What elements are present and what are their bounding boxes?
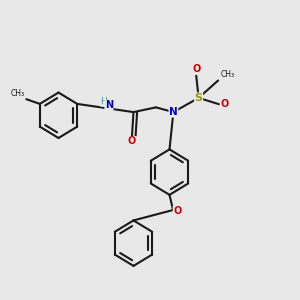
Text: N: N — [105, 100, 113, 110]
Text: O: O — [128, 136, 136, 146]
Text: O: O — [173, 206, 182, 216]
Text: CH₃: CH₃ — [220, 70, 235, 79]
Text: S: S — [195, 93, 203, 103]
Text: CH₃: CH₃ — [11, 89, 25, 98]
Text: O: O — [220, 99, 229, 109]
Text: H: H — [100, 97, 107, 106]
Text: O: O — [192, 64, 200, 74]
Text: N: N — [169, 107, 178, 117]
